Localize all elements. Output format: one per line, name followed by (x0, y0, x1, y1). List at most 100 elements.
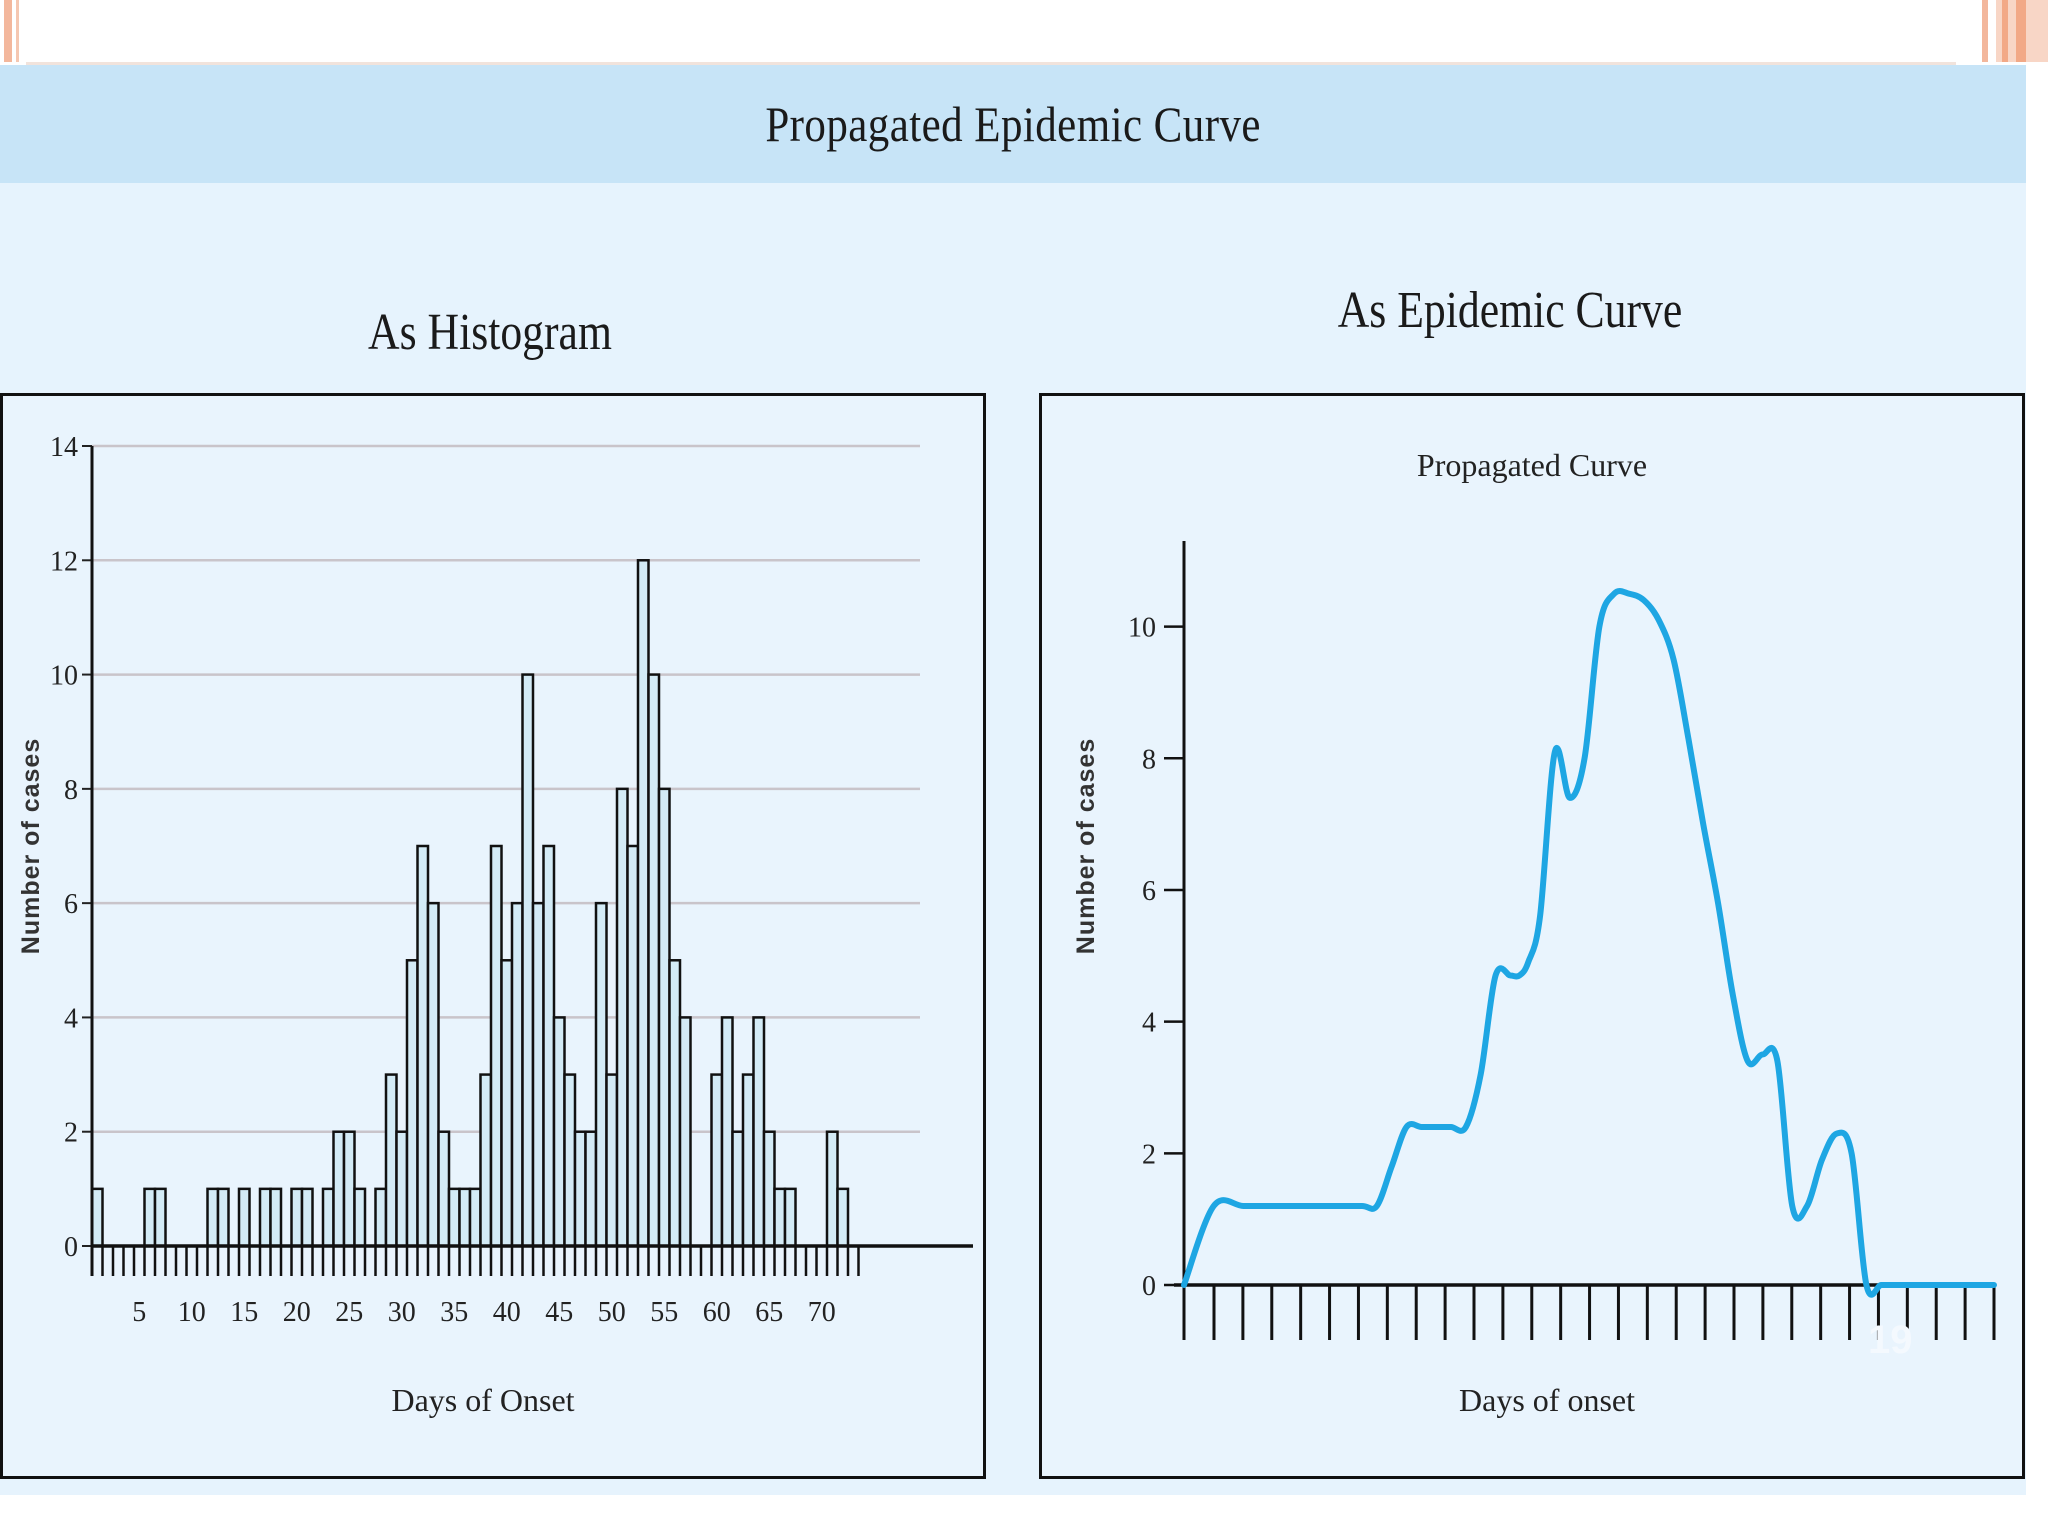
histogram-bar (836, 1187, 850, 1248)
histogram-bar (300, 1187, 314, 1248)
histogram-bar (447, 1187, 461, 1248)
histogram-bar (531, 901, 545, 1248)
histogram-bar (258, 1187, 272, 1248)
histogram-bar (143, 1187, 157, 1248)
y-tick-label: 14 (50, 432, 78, 463)
histogram-bar (731, 1130, 745, 1248)
x-tick-label: 55 (650, 1297, 678, 1328)
histogram-bar (542, 844, 556, 1248)
histogram-bar (153, 1187, 167, 1248)
histogram-bar (762, 1130, 776, 1248)
x-tick-label: 60 (703, 1297, 731, 1328)
histogram-bar (216, 1187, 230, 1248)
x-tick-label: 35 (440, 1297, 468, 1328)
histogram-bar (416, 844, 430, 1248)
y-tick-label: 6 (64, 889, 78, 920)
histogram-bar (668, 959, 682, 1248)
histogram-bar (636, 559, 650, 1248)
x-tick-label: 25 (335, 1297, 363, 1328)
histogram-bar (657, 787, 671, 1248)
x-tick-label: 20 (283, 1297, 311, 1328)
x-tick-label: 45 (545, 1297, 573, 1328)
y-axis-title: Number of cases (17, 738, 45, 954)
histogram-bar (584, 1130, 598, 1248)
histogram-bar (647, 673, 661, 1248)
histogram-bar (374, 1187, 388, 1248)
histogram-bar (626, 844, 640, 1248)
x-axis-title: Days of Onset (391, 1382, 574, 1418)
histogram-bar (521, 673, 535, 1248)
y-tick-label: 4 (64, 1003, 78, 1034)
histogram-bar (458, 1187, 472, 1248)
histogram-bar (437, 1130, 451, 1248)
histogram-bar (563, 1073, 577, 1248)
title-band: Propagated Epidemic Curve (0, 65, 2026, 183)
histogram-bar (552, 1016, 566, 1248)
epidemic-curve-svg: Propagated Curve 0 2 4 6 8 10 Days of onset Numb… (1072, 447, 1997, 1418)
histogram-bar (615, 787, 629, 1248)
histogram-bar (321, 1187, 335, 1248)
histogram-bar (510, 901, 524, 1248)
page-number: 19 (1868, 1318, 1913, 1362)
histogram-bar (353, 1187, 367, 1248)
histogram-title: As Histogram (368, 304, 612, 361)
y-tick-label: 12 (50, 546, 78, 577)
histogram-bar (269, 1187, 283, 1248)
y-axis-title: Number of cases (1072, 738, 1100, 954)
histogram-bar (678, 1016, 692, 1248)
slide-title: Propagated Epidemic Curve (765, 96, 1261, 152)
curve-subtitle: Propagated Curve (1417, 447, 1647, 483)
histogram-bar (489, 844, 503, 1248)
y-tick-label: 2 (1142, 1139, 1156, 1170)
corner-decoration-left (0, 0, 26, 62)
y-tick-label: 0 (64, 1232, 78, 1263)
x-tick-label: 5 (132, 1297, 146, 1328)
histogram-bar (741, 1073, 755, 1248)
x-tick-label: 65 (755, 1297, 783, 1328)
top-divider (26, 62, 1956, 65)
histogram-bar (710, 1073, 724, 1248)
corner-decoration-right (1958, 0, 2048, 62)
histogram-bar (332, 1130, 346, 1248)
histogram-bar (594, 901, 608, 1248)
epidemic-curve-title: As Epidemic Curve (1337, 282, 1683, 339)
x-tick-label: 40 (493, 1297, 521, 1328)
x-tick-label: 10 (178, 1297, 206, 1328)
histogram-bar (468, 1187, 482, 1248)
y-tick-label: 0 (1142, 1271, 1156, 1302)
histogram-svg: 0 2 4 6 8 10 12 14 5 10 15 20 25 30 35 40 45 50 55 60 65 70 Da… (17, 432, 973, 1418)
histogram-bar (720, 1016, 734, 1248)
histogram-bar (605, 1073, 619, 1248)
epidemic-curve-chart: Propagated Curve 0 2 4 6 8 10 Days of onset Numb… (1039, 393, 2025, 1479)
histogram-bar (573, 1130, 587, 1248)
histogram-bar (405, 959, 419, 1248)
histogram-bar (206, 1187, 220, 1248)
x-axis-title: Days of onset (1459, 1382, 1635, 1418)
histogram-bar (426, 901, 440, 1248)
histogram-bar (773, 1187, 787, 1248)
histogram-bar (342, 1130, 356, 1248)
histogram-bar (384, 1073, 398, 1248)
x-tick-label: 70 (808, 1297, 836, 1328)
figure-panel: Propagated Epidemic Curve As Histogram A… (0, 65, 2026, 1495)
epidemic-curve-line (1181, 587, 1997, 1298)
histogram-bar (237, 1187, 251, 1248)
y-tick-label: 2 (64, 1118, 78, 1149)
y-tick-label: 8 (1142, 744, 1156, 775)
histogram-bar (479, 1073, 493, 1248)
y-tick-label: 8 (64, 775, 78, 806)
histogram-bar (752, 1016, 766, 1248)
y-tick-label: 4 (1142, 1008, 1156, 1039)
histogram-bar (500, 959, 514, 1248)
histogram-bar (90, 1187, 104, 1248)
histogram-bar (290, 1187, 304, 1248)
histogram-bar (825, 1130, 839, 1248)
y-tick-label: 10 (50, 661, 78, 692)
x-tick-label: 30 (388, 1297, 416, 1328)
histogram-bar (395, 1130, 409, 1248)
x-tick-label: 15 (230, 1297, 258, 1328)
x-tick-label: 50 (598, 1297, 626, 1328)
y-tick-label: 6 (1142, 876, 1156, 907)
histogram-chart: 0 2 4 6 8 10 12 14 5 10 15 20 25 30 35 40 45 50 55 60 65 70 Da… (0, 393, 986, 1479)
histogram-bar (783, 1187, 797, 1248)
